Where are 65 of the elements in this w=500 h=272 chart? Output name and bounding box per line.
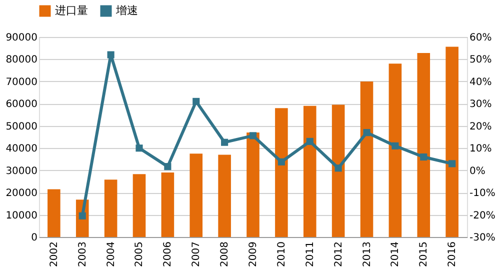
x-tick-label: 2005 [134,242,146,267]
y-tick-label: 0 [31,232,38,244]
x-tick-label: 2006 [162,242,174,267]
x-tick-label: 2008 [220,242,231,267]
point [420,153,428,161]
y-tick-label: 20000 [6,188,38,200]
x-tick-label: 2007 [191,242,202,267]
x-tick-label: 2003 [77,242,88,267]
y2-tick-label: 40% [470,76,492,88]
y-tick-label: 60000 [6,99,38,110]
x-tick-label: 2015 [418,242,430,267]
bar [388,64,402,237]
bar [48,189,60,237]
y2-tick-label: -10% [470,188,496,200]
y-tick-label: 90000 [6,32,38,44]
point [192,98,200,105]
x-tick-label: 2009 [248,242,259,267]
point [221,138,228,146]
bar [332,104,345,237]
y-tick-label: 50000 [6,121,38,132]
point [164,163,172,170]
x-tick-label: 2012 [333,242,344,267]
y2-tick-label: 60% [470,32,492,44]
y-tick-label: 70000 [6,76,38,88]
bar [104,180,118,237]
bar [246,132,260,237]
point [306,138,314,145]
bar [190,154,203,237]
bar [303,106,316,237]
bar [446,46,458,237]
x-tick-label: 2014 [390,242,402,267]
bar [132,174,146,237]
x-tick-label: 2011 [304,242,316,267]
point [78,212,86,220]
x-tick-label: 2004 [106,242,117,267]
y2-tick-label: 10% [470,144,492,155]
y2-tick-label: 50% [470,54,492,66]
x-tick-label: 2013 [362,242,373,267]
y2-tick-label: -20% [470,210,496,222]
point [363,129,370,136]
bar [218,154,231,237]
y-tick-label: 80000 [6,54,38,66]
bar [161,172,174,237]
point [136,144,143,152]
x-tick-label: 2002 [48,242,60,267]
y2-tick-label: 20% [470,121,492,132]
bar [417,53,430,237]
bar [275,108,288,237]
bar [360,81,374,237]
y-tick-label: 30000 [6,166,38,177]
x-tick-label: 2010 [276,242,288,267]
point [107,51,114,58]
y2-tick-label: 0% [470,166,486,177]
point [249,132,257,140]
y-tick-label: 10000 [6,210,38,222]
point [334,164,342,172]
point [448,160,456,168]
point [278,158,285,166]
legend-label: 进口量 [55,4,88,17]
x-tick-label: 2016 [447,242,458,267]
point [392,142,399,150]
y-tick-label: 40000 [6,144,38,155]
y2-tick-label: -30% [470,232,496,244]
y2-tick-label: 30% [470,99,492,110]
legend-label: 增速 [115,4,138,17]
